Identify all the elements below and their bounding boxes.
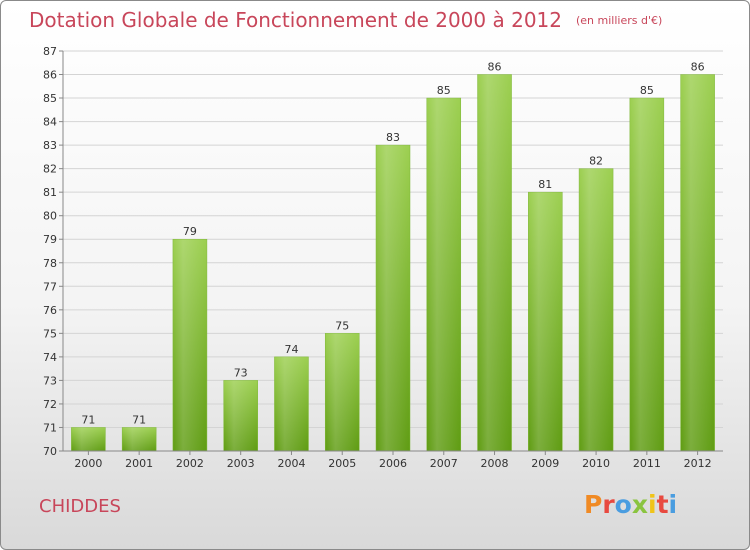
value-label-2011: 85 [640,84,654,97]
logo-letter: x [631,490,648,519]
bar-highlight [579,168,614,451]
bar-highlight [426,98,461,451]
axes: 70 71 72 73 74 75 76 77 78 79 80 81 82 83 84 85 86 87 2000… [43,45,723,470]
y-tick-label: 84 [43,116,57,129]
y-tick-label: 82 [43,163,57,176]
bars [71,74,715,452]
bar-highlight [325,333,360,451]
y-tick-label: 85 [43,92,57,105]
y-tick-label: 71 [43,421,57,434]
bar-highlight [122,427,157,451]
value-label-2009: 81 [538,178,552,191]
logo-letter: o [614,490,632,519]
y-tick-label: 76 [43,304,57,317]
x-tick-label: 2003 [227,457,255,470]
logo-letter: t [656,490,669,519]
bar-highlight [172,239,207,451]
x-tick-label: 2001 [125,457,153,470]
value-label-2006: 83 [386,131,400,144]
x-tick-label: 2009 [531,457,559,470]
bar-highlight [274,356,309,451]
proxiti-logo: Proxiti [584,490,694,524]
y-tick-label: 86 [43,69,57,82]
x-tick-label: 2000 [74,457,102,470]
y-tick-label: 77 [43,280,57,293]
y-tick-label: 87 [43,45,57,58]
value-label-2007: 85 [437,84,451,97]
x-tick-label: 2002 [176,457,204,470]
bar-highlight [528,192,563,452]
chart-title: Dotation Globale de Fonctionnement de 20… [29,8,662,32]
x-tick-label: 2008 [481,457,509,470]
logo-letter: P [584,490,603,519]
y-tick-label: 78 [43,257,57,270]
bar-highlight [680,74,715,451]
x-tick-label: 2010 [582,457,610,470]
x-tick-label: 2004 [277,457,305,470]
value-label-2003: 73 [234,366,248,379]
data-labels: 71 71 79 73 74 75 83 85 86 81 82 85 86 [81,61,704,427]
chart-title-text: Dotation Globale de Fonctionnement de 20… [29,8,562,32]
value-label-2004: 74 [284,343,298,356]
logo-letter: r [602,490,615,519]
x-tick-label: 2007 [430,457,458,470]
y-tick-label: 73 [43,374,57,387]
x-tick-label: 2011 [633,457,661,470]
x-tick-label: 2012 [684,457,712,470]
logo-letter: i [668,490,678,519]
value-label-2005: 75 [335,319,349,332]
commune-name: CHIDDES [39,496,121,517]
logo-letter: i [648,490,657,519]
bar-highlight [629,98,664,451]
bar-highlight [223,380,258,451]
value-label-2008: 86 [488,61,502,74]
y-tick-label: 80 [43,210,57,223]
value-label-2000: 71 [81,413,95,426]
bar-highlight [71,427,106,451]
y-tick-label: 75 [43,327,57,340]
y-tick-label: 70 [43,445,57,458]
chart-unit: (en milliers d'€) [576,14,663,27]
y-tick-label: 72 [43,398,57,411]
y-tick-label: 81 [43,186,57,199]
value-label-2010: 82 [589,155,603,168]
x-tick-label: 2005 [328,457,356,470]
bar-highlight [477,74,512,451]
y-tick-label: 83 [43,139,57,152]
bar-highlight [376,145,410,451]
value-label-2012: 86 [691,61,705,74]
y-tick-label: 74 [43,351,57,364]
x-tick-label: 2006 [379,457,407,470]
value-label-2002: 79 [183,225,197,238]
y-tick-label: 79 [43,233,57,246]
value-label-2001: 71 [132,413,146,426]
